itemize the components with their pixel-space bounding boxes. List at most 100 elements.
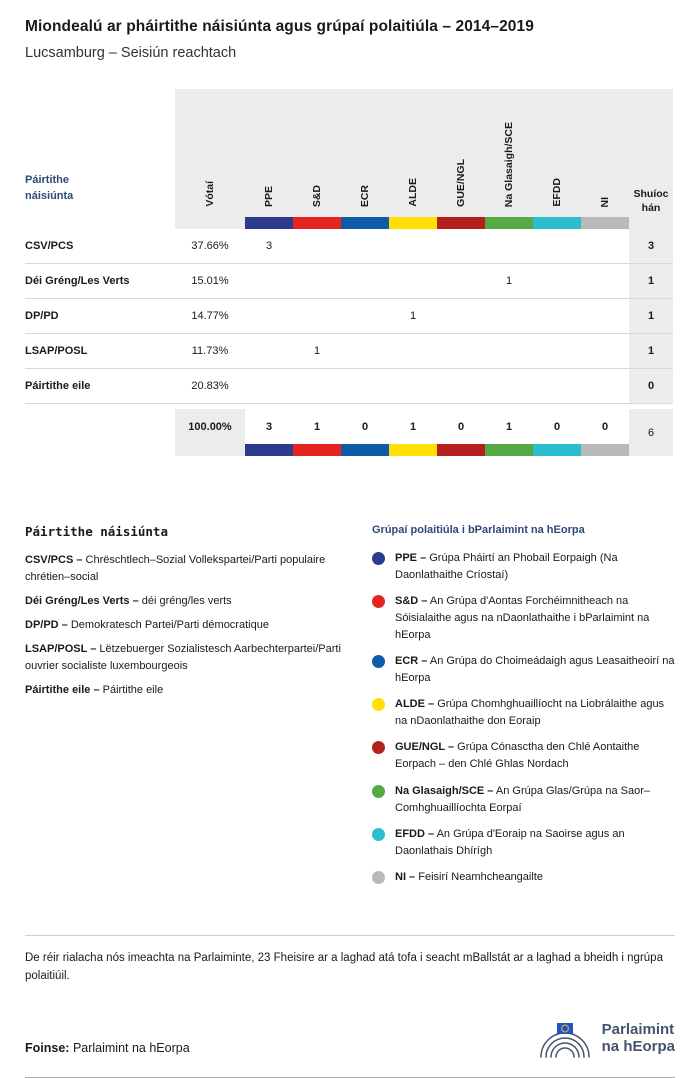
group-color-bar bbox=[293, 444, 341, 456]
group-color-dot bbox=[372, 741, 385, 755]
total-group-cell: 0 bbox=[341, 409, 389, 456]
seat-cell: 1 bbox=[505, 275, 513, 287]
legend-party-item: Déi Gréng/Les Verts – déi gréng/les vert… bbox=[25, 595, 232, 608]
legend-group-item: EFDD – An Grúpa d'Eoraip na Saoirse agus… bbox=[372, 826, 675, 860]
seat-cell bbox=[485, 369, 533, 403]
group-color-bar bbox=[581, 444, 629, 456]
table-row: Déi Gréng/Les Verts 15.01% 1 1 bbox=[25, 264, 673, 299]
ep-logo-wordmark: Parlaimint na hEorpa bbox=[601, 1021, 675, 1056]
party-name: DP/PD bbox=[25, 310, 59, 322]
seat-cell bbox=[533, 229, 581, 263]
column-header-ni: NI bbox=[581, 89, 629, 229]
seat-cell bbox=[389, 369, 437, 403]
seat-cell bbox=[245, 369, 293, 403]
group-color-bar bbox=[389, 444, 437, 456]
seat-cell bbox=[533, 369, 581, 403]
total-row-spacer bbox=[25, 409, 175, 456]
column-header-ppe: PPE bbox=[245, 89, 293, 229]
total-votes: 100.00% bbox=[175, 409, 245, 456]
political-groups-legend-title: Grúpaí polaitiúla i bParlaimint na hEorp… bbox=[372, 524, 585, 536]
party-name: Páirtithe eile bbox=[25, 380, 91, 392]
column-header-efdd: EFDD bbox=[533, 89, 581, 229]
group-color-bar bbox=[485, 444, 533, 456]
total-group-cell: 0 bbox=[533, 409, 581, 456]
party-name: CSV/PCS bbox=[25, 240, 74, 252]
votes-value: 37.66% bbox=[191, 240, 229, 252]
total-group-cell: 0 bbox=[437, 409, 485, 456]
seat-cell bbox=[437, 229, 485, 263]
seat-cell bbox=[581, 229, 629, 263]
group-color-bar bbox=[581, 217, 629, 229]
legend-group-item: Na Glasaigh/SCE – An Grúpa Glas/Grúpa na… bbox=[372, 783, 675, 817]
legend-party-item: Páirtithe eile – Páirtithe eile bbox=[25, 684, 164, 697]
group-color-bar bbox=[245, 217, 293, 229]
seat-cell bbox=[341, 369, 389, 403]
votes-value: 15.01% bbox=[191, 275, 229, 287]
legend-group-item: NI – Feisirí Neamhcheangailte bbox=[372, 869, 675, 886]
group-color-bar bbox=[485, 217, 533, 229]
column-header-greens: Na Glasaigh/SCE bbox=[485, 89, 533, 229]
seat-cell bbox=[389, 264, 437, 298]
group-color-bar bbox=[293, 217, 341, 229]
table-row: LSAP/POSL 11.73% 1 1 bbox=[25, 334, 673, 369]
seat-cell: 1 bbox=[313, 345, 321, 357]
total-group-cell: 0 bbox=[581, 409, 629, 456]
column-header-guengl: GUE/NGL bbox=[437, 89, 485, 229]
votes-value: 20.83% bbox=[191, 380, 229, 392]
legend-group-item: PPE – Grúpa Pháirtí an Phobail Eorpaigh … bbox=[372, 550, 675, 584]
table-row: Páirtithe eile 20.83% 0 bbox=[25, 369, 673, 404]
column-header-ecr: ECR bbox=[341, 89, 389, 229]
page-subtitle: Lucsamburg – Seisiún reachtach bbox=[25, 45, 237, 61]
votes-value: 11.73% bbox=[191, 345, 229, 357]
column-header-alde: ALDE bbox=[389, 89, 437, 229]
seat-cell bbox=[293, 229, 341, 263]
seat-cell bbox=[341, 229, 389, 263]
group-color-bar bbox=[389, 217, 437, 229]
ep-logo: Parlaimint na hEorpa bbox=[536, 1015, 675, 1061]
group-color-bar bbox=[533, 217, 581, 229]
group-color-bar bbox=[533, 444, 581, 456]
group-color-dot bbox=[372, 655, 385, 669]
seat-cell bbox=[341, 334, 389, 368]
total-seats: 6 bbox=[629, 409, 673, 456]
column-header-parties: Páirtithe náisiúnta bbox=[25, 89, 175, 229]
source-label: Foinse: bbox=[25, 1041, 70, 1056]
seat-cell bbox=[581, 369, 629, 403]
group-color-dot bbox=[372, 870, 385, 884]
seat-cell bbox=[245, 299, 293, 333]
legend-group-item: GUE/NGL – Grúpa Cónasctha den Chlé Aonta… bbox=[372, 739, 675, 773]
group-color-dot bbox=[372, 827, 385, 841]
group-color-bar bbox=[341, 217, 389, 229]
legend-party-item: DP/PD – Demokratesch Partei/Parti démocr… bbox=[25, 619, 269, 632]
seat-cell bbox=[533, 264, 581, 298]
seat-cell bbox=[293, 299, 341, 333]
group-color-bar bbox=[437, 217, 485, 229]
seat-cell: 1 bbox=[409, 310, 417, 322]
legend-section: Páirtithe náisiúnta CSV/PCS – Chrëschtle… bbox=[25, 524, 675, 895]
political-groups-legend: Grúpaí polaitiúla i bParlaimint na hEorp… bbox=[372, 524, 675, 895]
seats-total-cell: 0 bbox=[629, 369, 673, 403]
votes-value: 14.77% bbox=[191, 310, 229, 322]
column-header-seats: Shuíochán bbox=[629, 89, 673, 229]
table-total-row: 100.00% 3 1 0 1 0 1 bbox=[25, 409, 673, 456]
seat-cell bbox=[389, 334, 437, 368]
national-parties-legend: Páirtithe náisiúnta CSV/PCS – Chrëschtle… bbox=[25, 524, 362, 895]
seat-cell bbox=[437, 369, 485, 403]
total-group-cell: 1 bbox=[389, 409, 437, 456]
procedural-note: De réir rialacha nós imeachta na Parlaim… bbox=[25, 951, 663, 982]
seat-cell bbox=[437, 264, 485, 298]
table-row: CSV/PCS 37.66% 3 3 bbox=[25, 229, 673, 264]
seat-cell: 3 bbox=[265, 240, 273, 252]
party-name: LSAP/POSL bbox=[25, 345, 88, 357]
source-line: Foinse: Parlaimint na hEorpa bbox=[25, 1041, 190, 1061]
table-row: DP/PD 14.77% 1 1 bbox=[25, 299, 673, 334]
seats-total-cell: 3 bbox=[629, 229, 673, 263]
seat-cell bbox=[293, 264, 341, 298]
seat-cell bbox=[293, 369, 341, 403]
seat-cell bbox=[485, 299, 533, 333]
page-title: Miondealú ar pháirtithe náisiúnta agus g… bbox=[25, 18, 534, 35]
legend-group-item: ECR – An Grúpa do Choimeádaigh agus Leas… bbox=[372, 653, 675, 687]
results-table: Páirtithe náisiúnta Vótaí PPE S&D ECR bbox=[25, 89, 673, 456]
seat-cell bbox=[389, 229, 437, 263]
